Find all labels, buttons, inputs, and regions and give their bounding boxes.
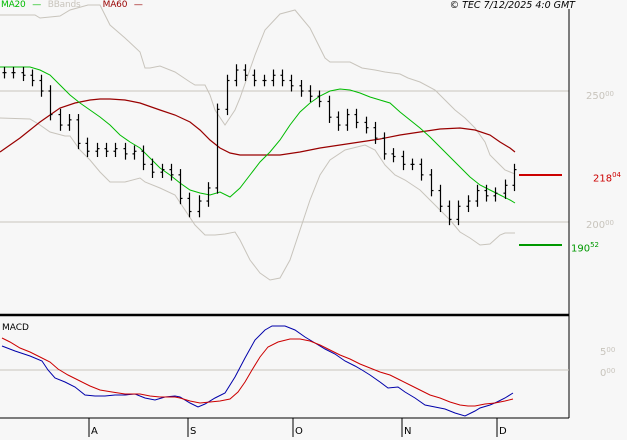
ma20-line: [0, 66, 516, 204]
macd-title: MACD: [2, 323, 29, 333]
price-label-200: 20000: [586, 219, 615, 231]
x-axis-ticks: [88, 418, 498, 437]
x-label-aug: A: [91, 426, 98, 437]
legend-ma20: MA20 —: [1, 0, 42, 10]
ma60-line: [0, 98, 516, 156]
x-label-nov: N: [404, 426, 412, 437]
x-label-sep: S: [190, 426, 197, 437]
macd-line: [1, 325, 514, 417]
legend-ma60: MA60 —: [102, 0, 143, 10]
x-label-dec: D: [499, 426, 507, 437]
price-label-250: 25000: [586, 90, 615, 102]
ohlc-bars: [2, 64, 517, 226]
bbands-upper-line: [0, 4, 516, 175]
copyright-timestamp: © TEC 7/12/2025 4:0 GMT: [449, 0, 575, 11]
resistance-level-label: 21804: [593, 171, 622, 185]
chart-legend: MA20 — BBands — MA60 —: [1, 0, 147, 11]
legend-bbands: BBands —: [47, 0, 96, 10]
bbands-lower-line: [0, 117, 515, 281]
support-level-label: 19052: [571, 241, 600, 255]
macd-label-5: 500: [600, 346, 616, 358]
macd-signal-line: [1, 337, 514, 407]
x-label-oct: O: [295, 426, 303, 437]
macd-label-0: 000: [600, 367, 616, 379]
